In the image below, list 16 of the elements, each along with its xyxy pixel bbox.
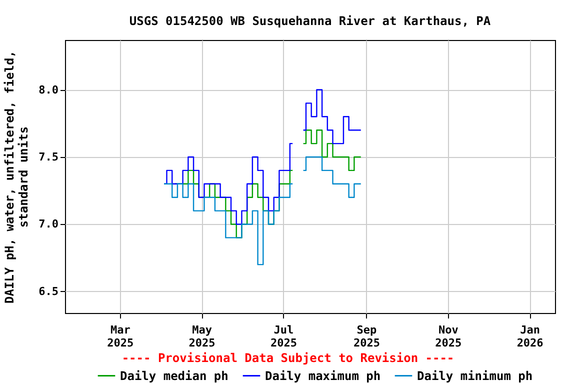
x-tick-label: Sep 2025 [353,324,380,350]
x-tick-label: Mar 2025 [107,324,134,350]
x-tick-label: Nov 2025 [435,324,462,350]
y-tick-label: 7.5 [38,150,58,164]
legend-label: Daily median ph [120,368,228,383]
x-tick-label: Jul 2025 [270,324,297,350]
y-tick-label: 6.5 [38,284,58,298]
chart-title: USGS 01542500 WB Susquehanna River at Karthaus, PA [129,14,492,28]
legend-label: Daily maximum ph [265,368,381,383]
y-axis-title: DAILY pH, water, unfiltered, field, standard units [2,50,31,304]
text: ---- Provisional Data Subject to Revision ---- [120,351,456,365]
y-tick-label: 8.0 [38,83,58,96]
y-tick-label: 7.0 [38,218,58,231]
legend-label: Daily minimum ph [417,368,533,383]
x-tick-label: Jan 2026 [516,324,544,350]
x-tick-label: May 2025 [188,324,216,350]
